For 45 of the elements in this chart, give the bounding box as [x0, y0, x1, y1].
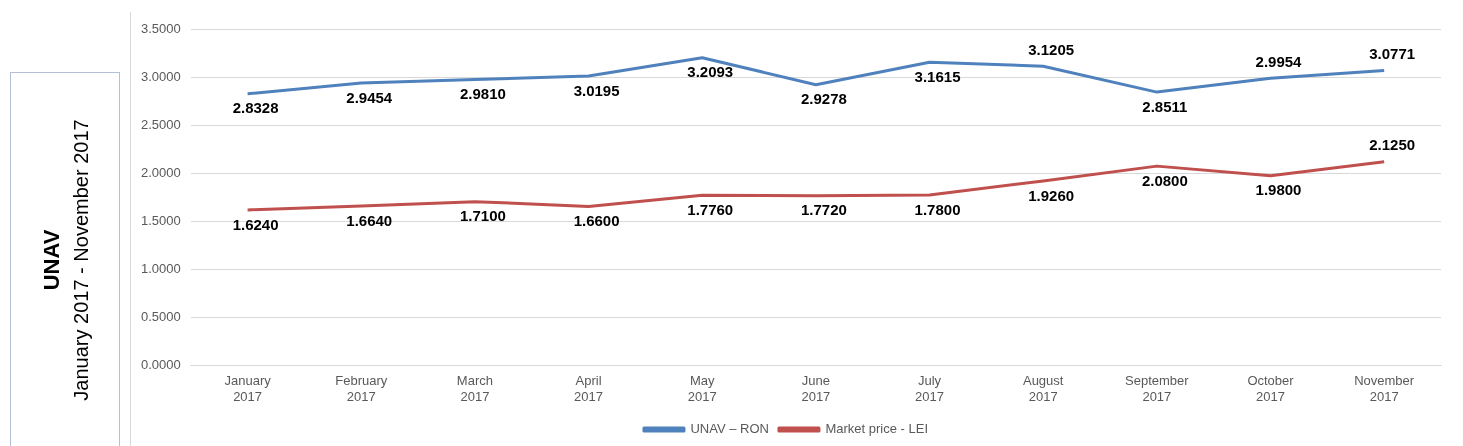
- data-label: 3.1205: [1028, 40, 1075, 58]
- data-label: 1.7720: [800, 201, 847, 219]
- text: January 2017 - November 2017: [69, 119, 93, 401]
- y-tick-label: 3.0000: [141, 69, 181, 85]
- x-tick-label: August 2017: [1022, 373, 1064, 404]
- data-label: 1.9260: [1028, 186, 1075, 204]
- data-label: 1.7760: [687, 200, 734, 218]
- data-label: 2.9278: [800, 90, 847, 108]
- data-label: 2.9810: [459, 85, 506, 103]
- data-label: 3.1615: [914, 67, 961, 85]
- data-label: 2.9954: [1255, 52, 1303, 70]
- data-label: 3.0771: [1369, 45, 1416, 63]
- x-tick-label: February 2017: [335, 373, 388, 404]
- y-tick-label: 3.5000: [141, 21, 181, 37]
- y-tick-label: 0.5000: [141, 309, 181, 325]
- x-tick-label: July 2017: [915, 373, 944, 404]
- y-tick-label: 1.0000: [141, 261, 181, 277]
- data-label: 3.0195: [573, 81, 620, 99]
- x-tick-label: April 2017: [574, 373, 604, 404]
- x-tick-label: November 2017: [1354, 373, 1415, 404]
- data-label: 3.2093: [687, 63, 734, 81]
- data-label: 2.8328: [232, 99, 279, 117]
- data-label: 1.9800: [1255, 181, 1302, 199]
- y-tick-label: 1.5000: [141, 213, 181, 229]
- legend-label: UNAV – RON: [690, 421, 769, 437]
- data-label: 1.6600: [573, 212, 620, 230]
- x-tick-label: March 2017: [456, 373, 493, 404]
- y-tick-label: 2.5000: [141, 117, 181, 133]
- data-label: 2.0800: [1141, 171, 1188, 189]
- data-label: 1.7800: [914, 200, 961, 218]
- text: UNAV: [38, 228, 65, 293]
- data-label: 1.7100: [459, 207, 506, 225]
- y-tick-label: 0.0000: [141, 357, 181, 373]
- x-tick-label: June 2017: [801, 373, 831, 404]
- data-label: 2.1250: [1369, 136, 1416, 154]
- x-tick-label: September 2017: [1125, 373, 1190, 404]
- y-tick-label: 2.0000: [141, 165, 181, 181]
- x-tick-label: October 2017: [1247, 373, 1295, 404]
- data-label: 1.6640: [346, 211, 393, 229]
- x-tick-label: January 2017: [224, 373, 272, 404]
- legend-label: Market price - LEI: [825, 421, 929, 437]
- x-tick-label: May 2017: [687, 373, 717, 404]
- data-label: 2.8511: [1142, 97, 1188, 115]
- data-label: 2.9454: [346, 88, 393, 106]
- data-label: 1.6240: [232, 215, 279, 233]
